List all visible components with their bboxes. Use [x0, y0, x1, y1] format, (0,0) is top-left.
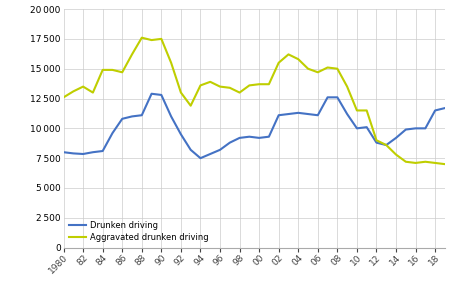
Drunken driving	[354, 127, 360, 130]
Drunken driving	[257, 136, 262, 140]
Aggravated drunken driving	[198, 84, 203, 87]
Drunken driving	[100, 149, 105, 153]
Aggravated drunken driving	[178, 91, 183, 95]
Aggravated drunken driving	[364, 109, 370, 112]
Drunken driving	[139, 114, 144, 117]
Drunken driving	[442, 106, 448, 110]
Aggravated drunken driving	[188, 104, 193, 108]
Drunken driving	[286, 112, 291, 116]
Aggravated drunken driving	[247, 84, 252, 87]
Drunken driving	[227, 141, 232, 144]
Aggravated drunken driving	[423, 160, 428, 164]
Aggravated drunken driving	[315, 70, 321, 74]
Drunken driving	[217, 148, 223, 152]
Aggravated drunken driving	[354, 109, 360, 112]
Aggravated drunken driving	[158, 37, 164, 41]
Drunken driving	[237, 136, 242, 140]
Drunken driving	[168, 115, 174, 118]
Drunken driving	[198, 156, 203, 160]
Aggravated drunken driving	[325, 66, 331, 69]
Drunken driving	[119, 117, 125, 120]
Drunken driving	[129, 115, 135, 118]
Aggravated drunken driving	[129, 53, 135, 56]
Aggravated drunken driving	[345, 85, 350, 88]
Drunken driving	[305, 112, 311, 116]
Aggravated drunken driving	[393, 153, 399, 156]
Aggravated drunken driving	[403, 160, 409, 164]
Line: Aggravated drunken driving: Aggravated drunken driving	[64, 38, 445, 164]
Drunken driving	[345, 112, 350, 116]
Aggravated drunken driving	[207, 80, 213, 84]
Drunken driving	[364, 125, 370, 129]
Aggravated drunken driving	[442, 162, 448, 166]
Aggravated drunken driving	[90, 91, 96, 95]
Drunken driving	[80, 152, 86, 156]
Aggravated drunken driving	[100, 68, 105, 72]
Drunken driving	[61, 150, 66, 154]
Aggravated drunken driving	[335, 67, 340, 71]
Aggravated drunken driving	[384, 143, 389, 147]
Aggravated drunken driving	[139, 36, 144, 40]
Aggravated drunken driving	[217, 85, 223, 88]
Aggravated drunken driving	[432, 161, 438, 165]
Line: Drunken driving: Drunken driving	[64, 94, 445, 158]
Drunken driving	[276, 114, 281, 117]
Aggravated drunken driving	[257, 82, 262, 86]
Aggravated drunken driving	[227, 86, 232, 90]
Drunken driving	[158, 93, 164, 97]
Drunken driving	[207, 152, 213, 156]
Aggravated drunken driving	[119, 70, 125, 74]
Drunken driving	[335, 95, 340, 99]
Drunken driving	[403, 128, 409, 131]
Aggravated drunken driving	[149, 38, 154, 42]
Legend: Drunken driving, Aggravated drunken driving: Drunken driving, Aggravated drunken driv…	[68, 220, 211, 243]
Drunken driving	[90, 150, 96, 154]
Drunken driving	[374, 141, 379, 144]
Drunken driving	[384, 143, 389, 147]
Aggravated drunken driving	[266, 82, 271, 86]
Drunken driving	[413, 127, 418, 130]
Drunken driving	[247, 135, 252, 139]
Aggravated drunken driving	[71, 90, 76, 93]
Drunken driving	[315, 114, 321, 117]
Aggravated drunken driving	[61, 95, 66, 99]
Drunken driving	[423, 127, 428, 130]
Aggravated drunken driving	[276, 61, 281, 65]
Drunken driving	[266, 135, 271, 139]
Drunken driving	[110, 131, 115, 135]
Aggravated drunken driving	[413, 161, 418, 165]
Drunken driving	[71, 152, 76, 155]
Aggravated drunken driving	[80, 85, 86, 88]
Drunken driving	[432, 109, 438, 112]
Drunken driving	[149, 92, 154, 95]
Aggravated drunken driving	[305, 67, 311, 71]
Drunken driving	[188, 148, 193, 152]
Drunken driving	[325, 95, 331, 99]
Aggravated drunken driving	[286, 53, 291, 56]
Drunken driving	[393, 136, 399, 140]
Aggravated drunken driving	[110, 68, 115, 72]
Aggravated drunken driving	[237, 91, 242, 95]
Aggravated drunken driving	[374, 139, 379, 142]
Aggravated drunken driving	[296, 57, 301, 61]
Drunken driving	[296, 111, 301, 115]
Aggravated drunken driving	[168, 61, 174, 65]
Drunken driving	[178, 133, 183, 136]
